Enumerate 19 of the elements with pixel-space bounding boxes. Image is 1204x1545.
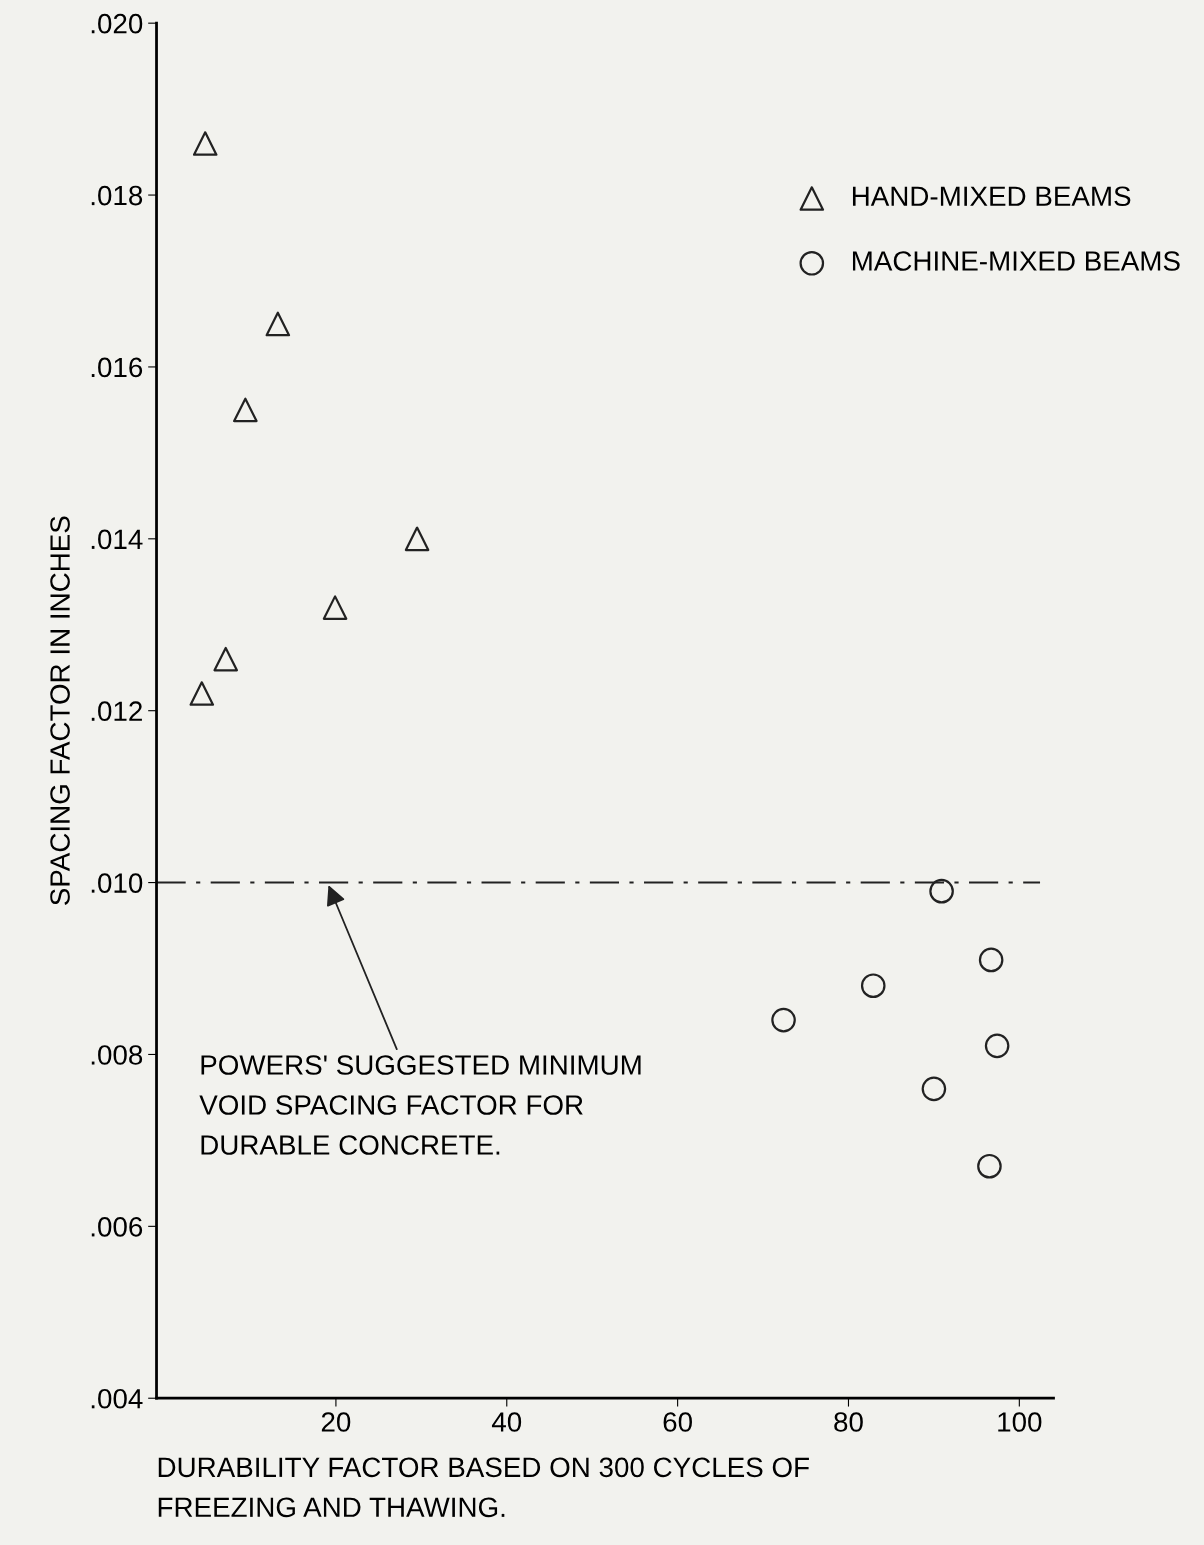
y-tick-label: .012 — [91, 701, 142, 722]
y-tick-label: .014 — [91, 529, 143, 550]
x-tick-label: 20 — [321, 1412, 351, 1432]
y-tick-label: .020 — [91, 13, 143, 34]
y-tick-label: .004 — [91, 1388, 143, 1409]
y-tick-label: .018 — [91, 185, 143, 206]
x-axis-title: DURABILITY FACTOR BASED ON 300 CYCLES OF FREEZING AND THAWING. — [158, 1457, 809, 1518]
y-tick-label: .010 — [91, 873, 143, 893]
x-tick-label: 100 — [998, 1412, 1042, 1432]
legend-label: MACHINE-MIXED BEAMS — [852, 251, 1180, 271]
annotation: POWERS' SUGGESTED MINIMUM VOID SPACING FACTOR FOR DURABLE CONCRETE. — [199, 1055, 641, 1155]
y-tick-label: .008 — [91, 1045, 143, 1065]
y-tick-label: .006 — [91, 1217, 143, 1237]
x-tick-label: 80 — [834, 1412, 863, 1432]
legend-label: HAND-MIXED BEAMS — [852, 186, 1131, 207]
x-tick-label: 40 — [491, 1412, 522, 1432]
y-tick-label: .016 — [91, 357, 143, 378]
x-tick-label: 60 — [663, 1412, 692, 1432]
y-axis-title: SPACING FACTOR IN INCHES — [50, 516, 70, 905]
